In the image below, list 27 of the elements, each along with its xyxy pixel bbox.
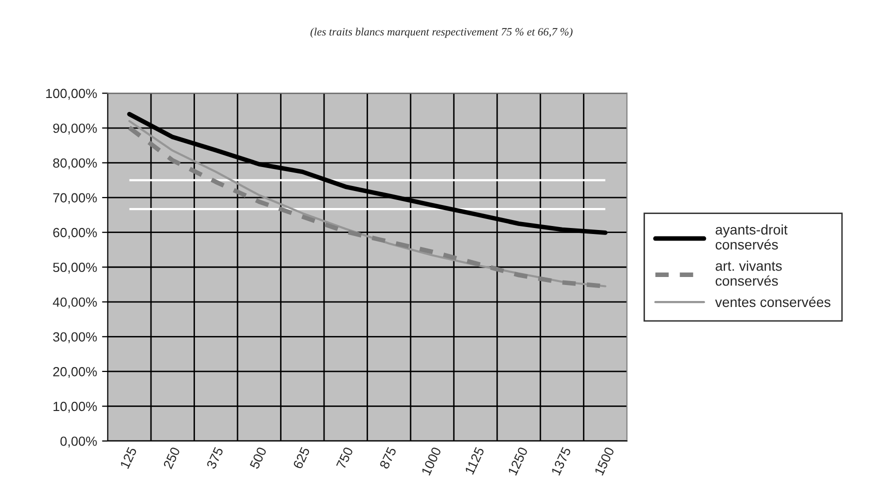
- y-tick-label: 10,00%: [54, 402, 97, 413]
- x-tick-label: 1000: [421, 446, 442, 476]
- chart-subtitle: (les traits blancs marquent respectivement 75 % et 66,7 %): [310, 28, 572, 38]
- legend-label: art. vivants conservés: [716, 260, 782, 286]
- x-tick-label: 625: [292, 446, 310, 470]
- x-tick-label: 500: [249, 446, 267, 470]
- x-tick-label: 875: [379, 446, 397, 470]
- x-tick-label: 125: [120, 446, 137, 469]
- y-tick-label: 70,00%: [53, 193, 97, 204]
- y-tick-label: 50,00%: [53, 262, 97, 274]
- y-tick-label: 80,00%: [53, 158, 97, 170]
- x-tick-label: 1125: [464, 446, 484, 475]
- x-tick-label: 250: [163, 446, 180, 470]
- x-tick-label: 750: [336, 446, 354, 470]
- legend-label: ayants-droit conservés: [716, 224, 788, 250]
- y-tick-label: 40,00%: [52, 297, 97, 308]
- y-tick-label: 0,00%: [60, 436, 97, 448]
- x-tick-label: 1375: [550, 446, 572, 476]
- y-tick-label: 30,00%: [53, 332, 97, 344]
- y-tick-label: 90,00%: [53, 124, 97, 134]
- x-tick-label: 1500: [594, 446, 614, 476]
- legend-label: ventes conservées: [715, 296, 830, 308]
- y-tick-label: 100,00%: [46, 88, 97, 100]
- y-tick-label: 20,00%: [53, 367, 97, 378]
- y-tick-label: 60,00%: [53, 228, 97, 239]
- x-tick-label: 375: [206, 446, 224, 470]
- x-tick-label: 1250: [508, 446, 528, 476]
